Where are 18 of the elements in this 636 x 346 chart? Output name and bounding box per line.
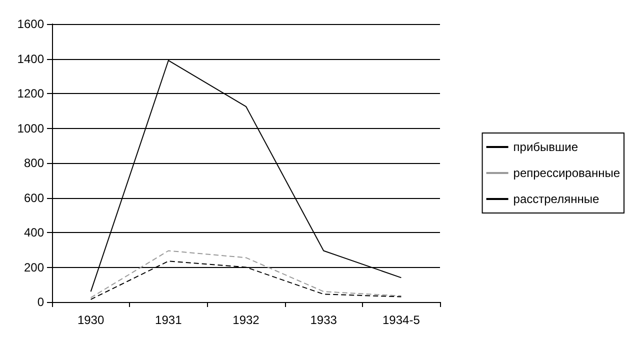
y-tick-label: 1600: [17, 17, 44, 31]
x-tick-label: 1933: [310, 313, 338, 327]
legend-label: прибывшие: [513, 140, 578, 154]
line-series: [90, 250, 402, 298]
y-tick-label: 200: [24, 260, 44, 274]
y-tick-label: 1400: [17, 52, 44, 66]
y-tick-label: 1000: [17, 121, 44, 136]
x-tick-label: 1931: [155, 313, 182, 327]
x-tick-label: 1934-5: [382, 313, 420, 327]
y-tick-label: 0: [37, 295, 44, 309]
y-tick-label: 800: [24, 156, 44, 170]
y-tick-label: 600: [24, 190, 44, 205]
legend-label: расстрелянные: [513, 192, 600, 206]
x-tick-label: 1932: [232, 313, 260, 327]
y-tick-label: 400: [24, 226, 44, 240]
x-tick-label: 1930: [77, 313, 104, 327]
legend-label: репрессированные: [513, 166, 620, 180]
y-tick-label: 1200: [17, 86, 44, 100]
